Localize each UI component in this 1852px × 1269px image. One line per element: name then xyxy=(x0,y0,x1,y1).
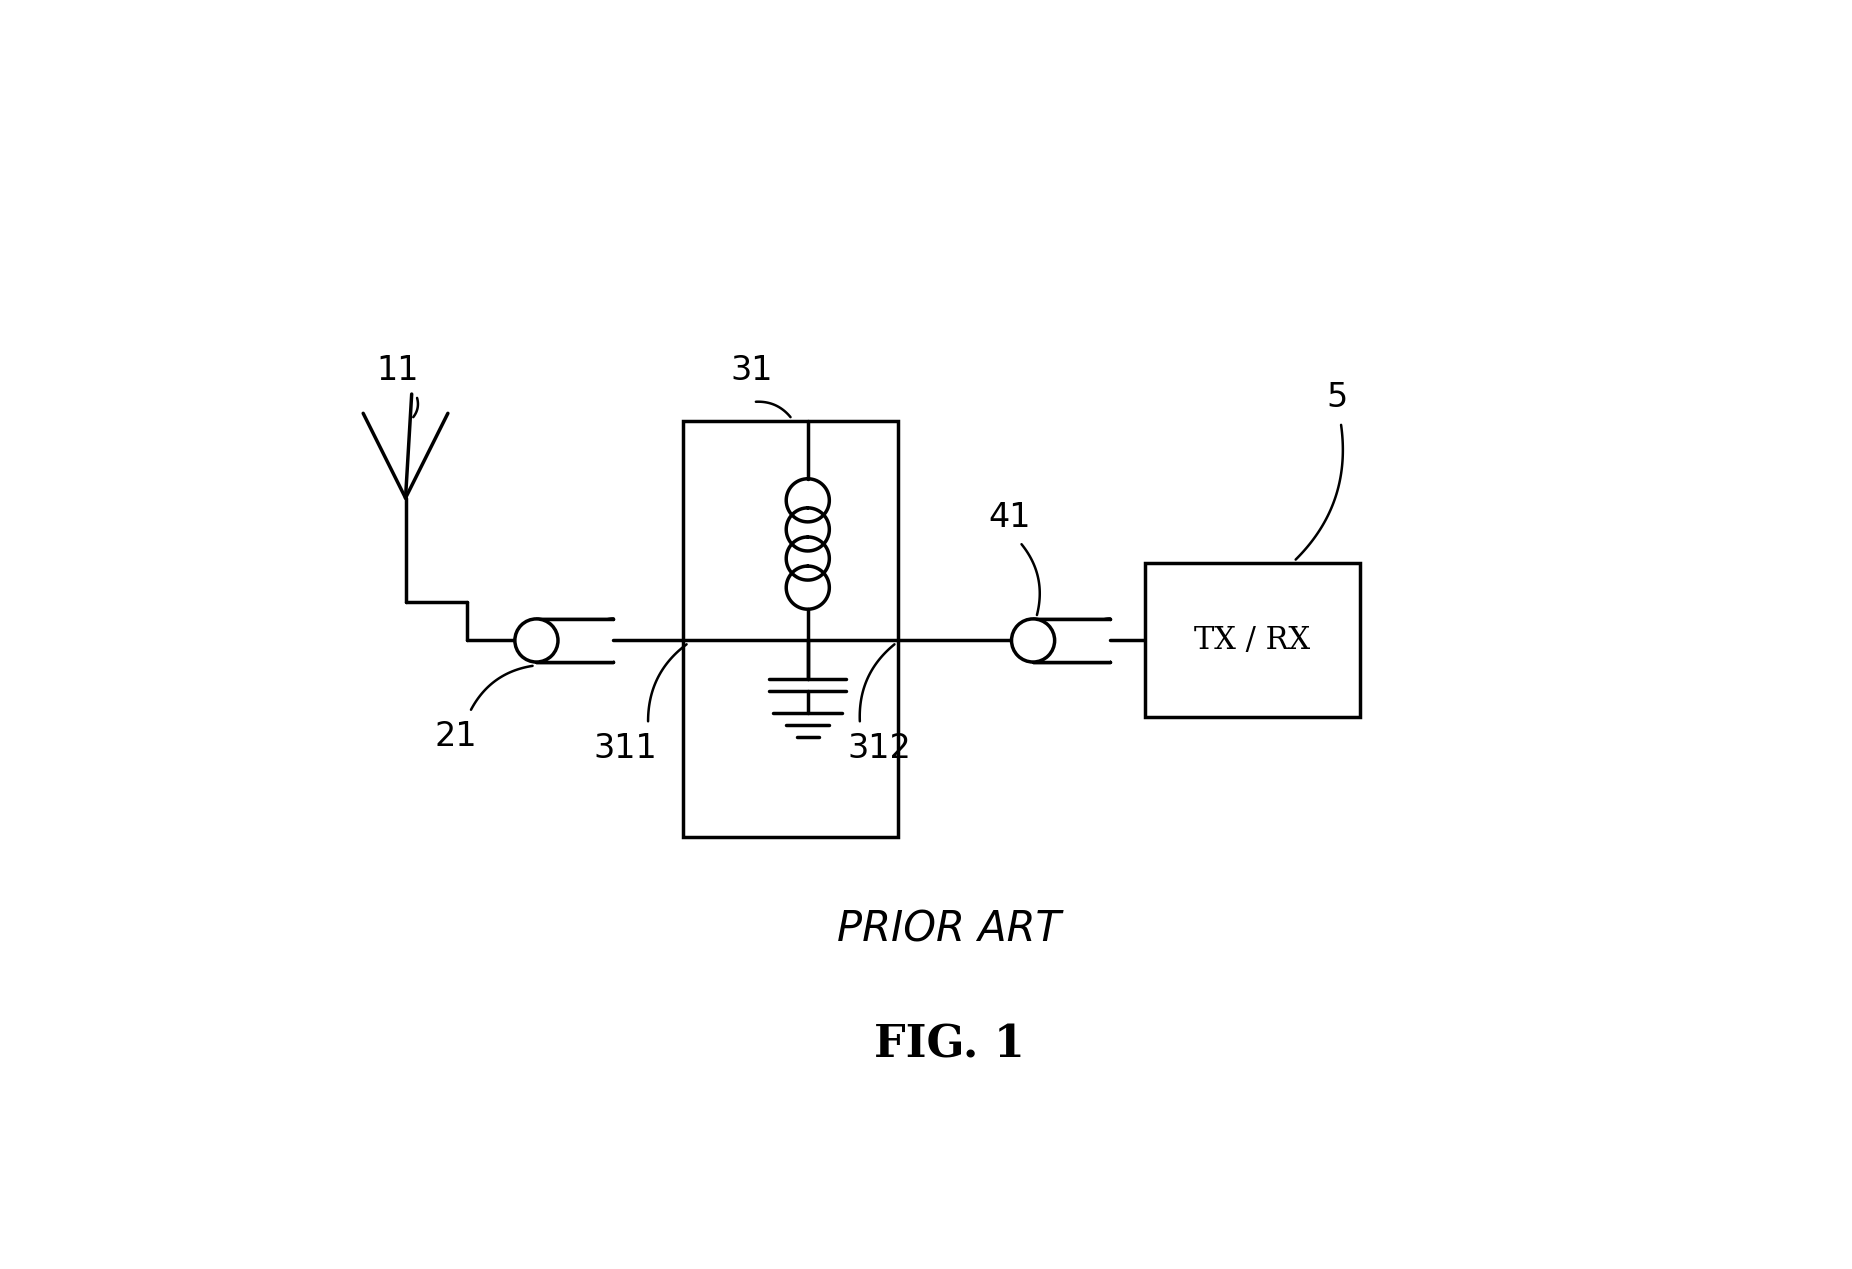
Text: 41: 41 xyxy=(989,501,1032,534)
Bar xyxy=(1145,563,1361,717)
FancyBboxPatch shape xyxy=(1033,619,1109,662)
Circle shape xyxy=(515,619,557,662)
Text: 311: 311 xyxy=(593,732,657,765)
Text: 312: 312 xyxy=(846,732,911,765)
Text: PRIOR ART: PRIOR ART xyxy=(837,909,1061,950)
Text: 31: 31 xyxy=(732,354,774,387)
Bar xyxy=(683,421,898,836)
Text: 21: 21 xyxy=(433,721,478,754)
Text: FIG. 1: FIG. 1 xyxy=(874,1023,1024,1066)
Text: 11: 11 xyxy=(376,354,419,387)
FancyBboxPatch shape xyxy=(537,619,613,662)
Text: TX / RX: TX / RX xyxy=(1195,624,1311,656)
Circle shape xyxy=(1011,619,1054,662)
Text: 5: 5 xyxy=(1326,382,1348,415)
